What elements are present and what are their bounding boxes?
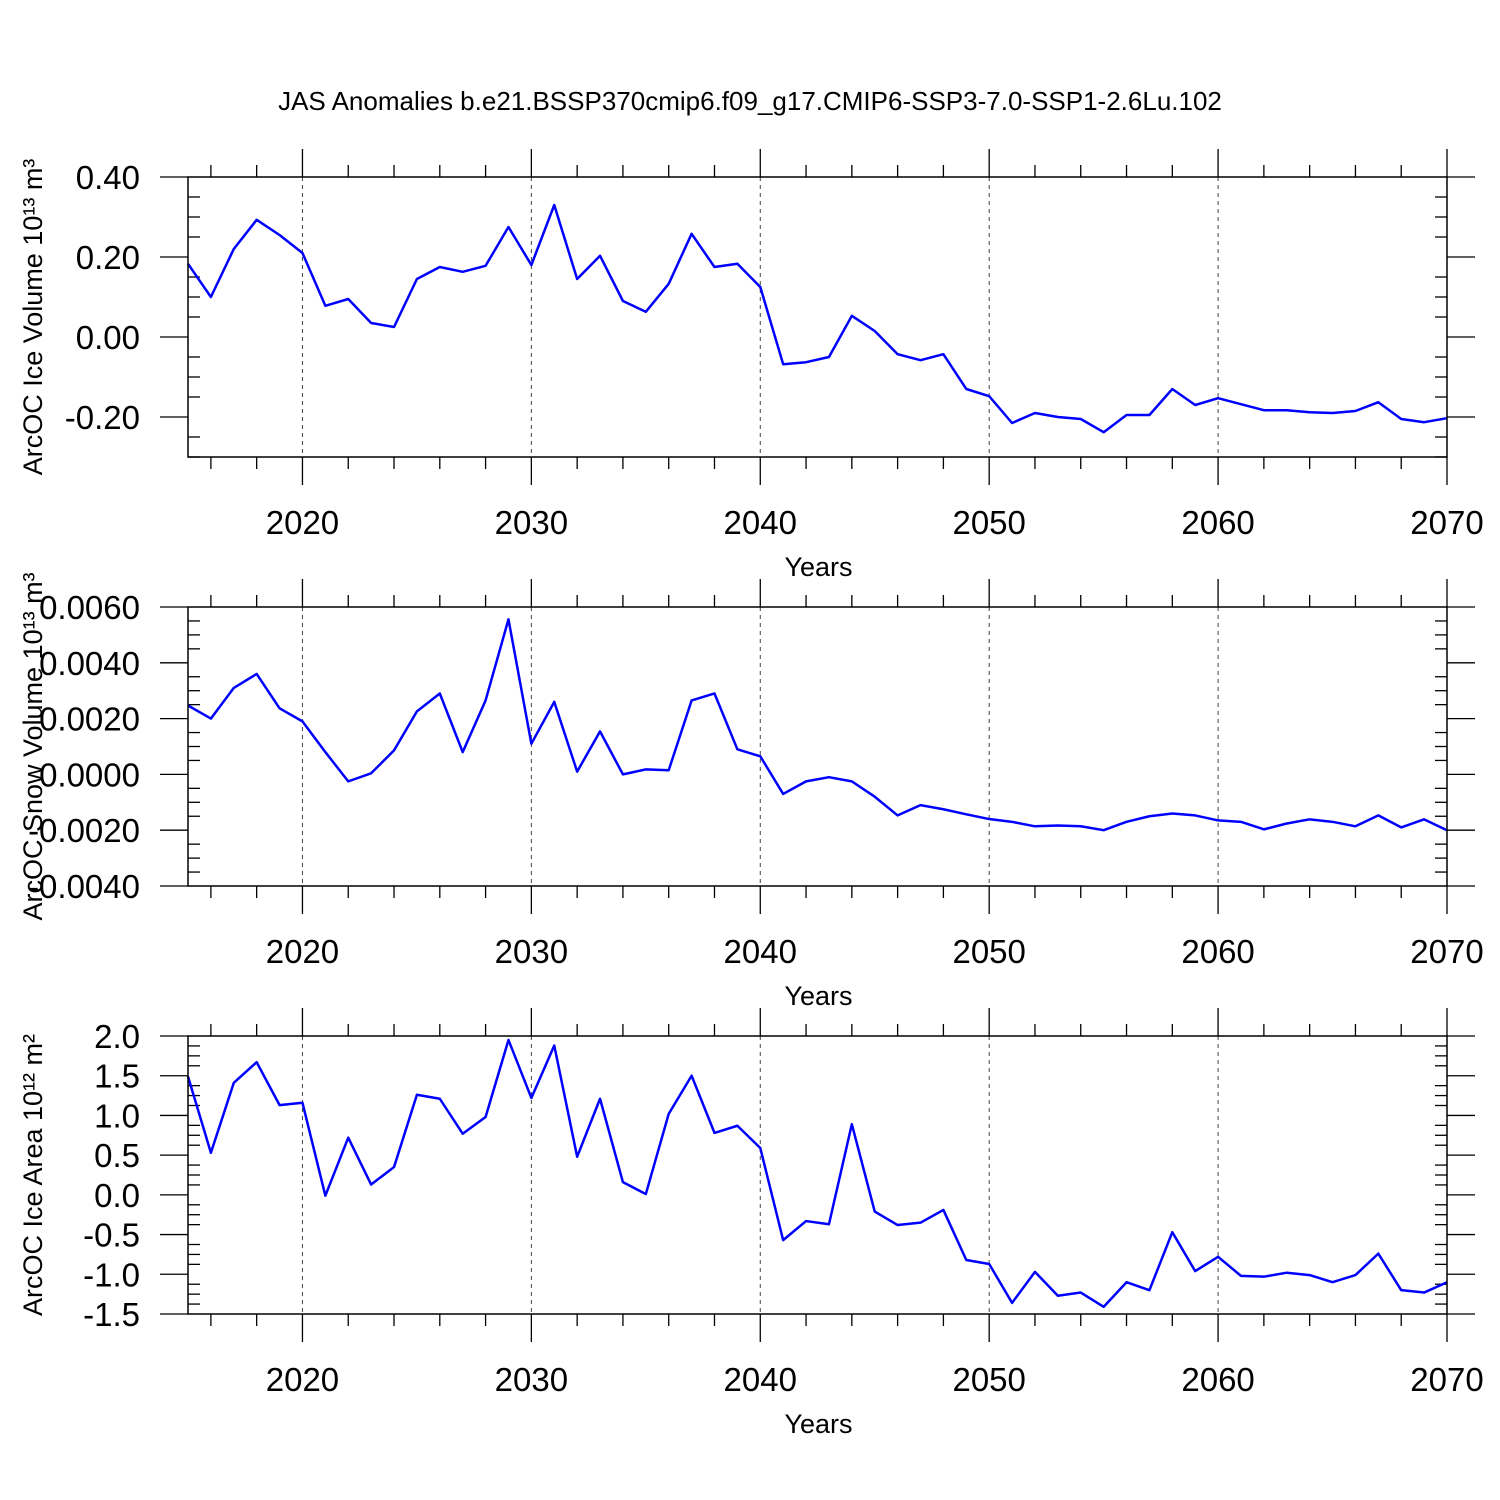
y-tick-label: 0.0020 [39,701,140,738]
plot-frame [187,176,1448,458]
y-tick-label: 0.0040 [39,645,140,682]
x-axis-label: Years [784,1409,852,1439]
y-tick-label: 0.0 [94,1177,140,1214]
data-line [186,1038,1448,1309]
plot-frame [187,606,1448,887]
x-tick-label: 2070 [1410,933,1483,970]
y-tick-label: -1.0 [83,1256,140,1293]
y-tick-label: 0.40 [76,159,140,196]
data-line [186,203,1448,434]
x-tick-label: 2050 [952,933,1025,970]
x-tick-label: 2050 [952,504,1025,541]
data-line [187,618,1448,832]
x-axis-label: Years [784,552,852,582]
plot-frame [187,1035,1448,1315]
y-tick-label: 0.0000 [39,756,140,793]
x-tick-label: 2030 [495,1361,568,1398]
y-tick-label: -0.0040 [28,868,140,905]
x-tick-label: 2040 [724,504,797,541]
x-tick-label: 2030 [495,504,568,541]
x-tick-label: 2070 [1410,504,1483,541]
y-tick-label: 0.00 [76,319,140,356]
y-tick-label: -0.0020 [28,812,140,849]
x-tick-label: 2060 [1181,504,1254,541]
x-tick-label: 2060 [1181,1361,1254,1398]
x-axis-label: Years [784,981,852,1011]
x-tick-label: 2020 [266,504,339,541]
x-tick-label: 2020 [266,933,339,970]
chart-title: JAS Anomalies b.e21.BSSP370cmip6.f09_g17… [278,86,1222,116]
y-tick-label: 2.0 [94,1018,140,1055]
y-axis-label: ArcOC Ice Area 10¹² m² [18,1034,48,1316]
x-tick-label: 2020 [266,1361,339,1398]
y-tick-label: -1.5 [83,1296,140,1333]
y-axis-label: ArcOC Snow Volume 10¹³ m³ [18,572,48,920]
y-tick-label: 1.0 [94,1097,140,1134]
y-tick-label: -0.5 [83,1217,140,1254]
y-axis-label: ArcOC Ice Volume 10¹³ m³ [18,159,48,476]
x-tick-label: 2030 [495,933,568,970]
y-tick-label: 0.0060 [39,589,140,626]
x-tick-label: 2060 [1181,933,1254,970]
y-tick-label: -0.20 [65,399,140,436]
y-tick-label: 1.5 [94,1058,140,1095]
y-tick-label: 0.20 [76,239,140,276]
x-tick-label: 2070 [1410,1361,1483,1398]
x-tick-label: 2040 [724,1361,797,1398]
x-tick-label: 2040 [724,933,797,970]
x-tick-label: 2050 [952,1361,1025,1398]
y-tick-label: 0.5 [94,1137,140,1174]
